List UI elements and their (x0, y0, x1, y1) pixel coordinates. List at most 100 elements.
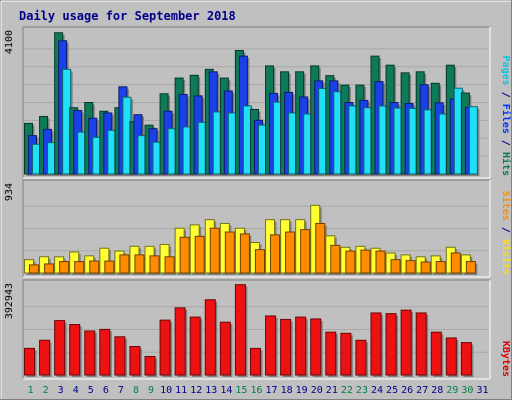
x-tick-label: 19 (296, 385, 308, 396)
axis-legend-segment: Files (500, 104, 512, 134)
x-tick-label: 1 (28, 385, 34, 396)
bar-sites-6 (104, 260, 115, 274)
axis-legend: Pages / Files / Hits (500, 56, 512, 176)
axis-legend-segment: KBytes (500, 341, 511, 377)
bar-sites-24 (375, 250, 386, 274)
bar-kbytes-19 (295, 316, 307, 376)
bar-kbytes-20 (310, 318, 322, 376)
bar-sites-9 (149, 255, 160, 274)
x-tick-label: 22 (341, 385, 353, 396)
axis-legend-segment: / (500, 134, 511, 152)
bar-sites-30 (465, 261, 476, 274)
x-tick-label: 18 (281, 385, 293, 396)
bar-kbytes-2 (39, 339, 51, 376)
bar-sites-19 (300, 229, 311, 274)
x-tick-label: 21 (326, 385, 338, 396)
x-tick-label: 28 (431, 385, 443, 396)
bar-sites-4 (74, 261, 85, 274)
x-tick-label: 12 (190, 385, 202, 396)
axis-legend: Sites / Visits (500, 191, 512, 275)
bar-pages-30 (468, 106, 478, 175)
bar-kbytes-1 (24, 347, 35, 376)
bar-sites-23 (360, 249, 371, 274)
bar-sites-12 (194, 235, 205, 274)
bar-kbytes-11 (174, 307, 186, 376)
x-tick-label: 9 (148, 385, 154, 396)
bar-kbytes-22 (340, 332, 352, 376)
x-tick-label: 5 (88, 385, 94, 396)
x-tick-label: 15 (235, 385, 247, 396)
bar-kbytes-3 (54, 320, 66, 376)
x-tick-label: 7 (118, 385, 124, 396)
x-tick-label: 16 (250, 385, 262, 396)
bar-sites-14 (224, 231, 235, 274)
x-tick-label: 8 (133, 385, 139, 396)
axis-legend-segment: Visits (500, 239, 512, 275)
bar-sites-8 (134, 254, 145, 274)
bar-kbytes-10 (159, 319, 171, 376)
bar-sites-16 (254, 249, 265, 274)
bar-kbytes-16 (249, 347, 261, 376)
x-tick-label: 31 (476, 385, 488, 396)
bar-kbytes-14 (219, 321, 231, 376)
bar-kbytes-12 (189, 316, 201, 376)
bar-sites-20 (315, 222, 326, 274)
bar-kbytes-17 (265, 315, 277, 376)
bar-sites-15 (239, 233, 250, 274)
x-tick-label: 11 (175, 385, 187, 396)
y-max-label: 934 (4, 183, 15, 201)
axis-legend-segment: Sites (500, 191, 512, 221)
bar-sites-26 (405, 260, 416, 274)
bar-sites-27 (420, 261, 431, 274)
x-tick-label: 20 (311, 385, 323, 396)
x-tick-label: 23 (356, 385, 368, 396)
axis-legend-segment: Hits (500, 152, 512, 176)
y-max-label: 4100 (4, 30, 15, 54)
x-tick-label: 10 (160, 385, 172, 396)
panel-kbytes: 392943 KBytes (4, 279, 511, 380)
bar-sites-21 (330, 244, 341, 274)
x-tick-label: 29 (446, 385, 458, 396)
x-tick-label: 30 (461, 385, 473, 396)
bar-kbytes-27 (415, 312, 427, 376)
bar-sites-3 (59, 261, 70, 274)
x-tick-label: 14 (220, 385, 232, 396)
bar-sites-11 (179, 236, 190, 274)
bar-sites-25 (390, 259, 401, 274)
bar-kbytes-9 (144, 355, 156, 376)
bar-sites-29 (450, 252, 461, 274)
axis-legend: KBytes (500, 341, 511, 377)
axis-legend-segment: / (500, 221, 511, 239)
x-tick-label: 6 (103, 385, 109, 396)
bar-kbytes-26 (400, 309, 412, 376)
bar-kbytes-15 (234, 284, 246, 376)
bar-kbytes-6 (99, 328, 111, 376)
panel-visits-sites: 934 Sites / Visits (4, 179, 512, 278)
bar-kbytes-5 (84, 330, 96, 376)
bar-sites-22 (345, 250, 356, 274)
bar-sites-10 (164, 256, 175, 274)
bar-sites-17 (270, 234, 281, 274)
x-tick-label: 17 (266, 385, 278, 396)
x-tick-label: 13 (205, 385, 217, 396)
bar-kbytes-13 (204, 299, 216, 376)
bar-kbytes-21 (325, 331, 337, 376)
x-tick-label: 24 (371, 385, 383, 396)
y-max-label: 392943 (4, 283, 15, 319)
x-tick-label: 2 (43, 385, 49, 396)
bar-kbytes-7 (114, 336, 126, 376)
bar-kbytes-25 (385, 313, 397, 376)
bar-kbytes-8 (129, 346, 141, 376)
bar-sites-2 (44, 263, 55, 274)
x-tick-label: 3 (58, 385, 64, 396)
chart-panels: 4100 Pages / Files / Hits 934 Sites / Visit… (4, 26, 512, 380)
bar-kbytes-28 (430, 331, 442, 376)
x-axis-labels: 1 2 3 4 5 6 7 8 9 10 11 12 13 14 15 16 17 18 19 20 21 22 23 24 2… (28, 385, 489, 396)
x-tick-label: 4 (73, 385, 79, 396)
bar-sites-1 (29, 264, 39, 274)
bar-sites-13 (209, 227, 220, 274)
bar-sites-28 (435, 261, 446, 274)
bar-kbytes-29 (445, 337, 457, 376)
x-tick-label: 27 (416, 385, 428, 396)
